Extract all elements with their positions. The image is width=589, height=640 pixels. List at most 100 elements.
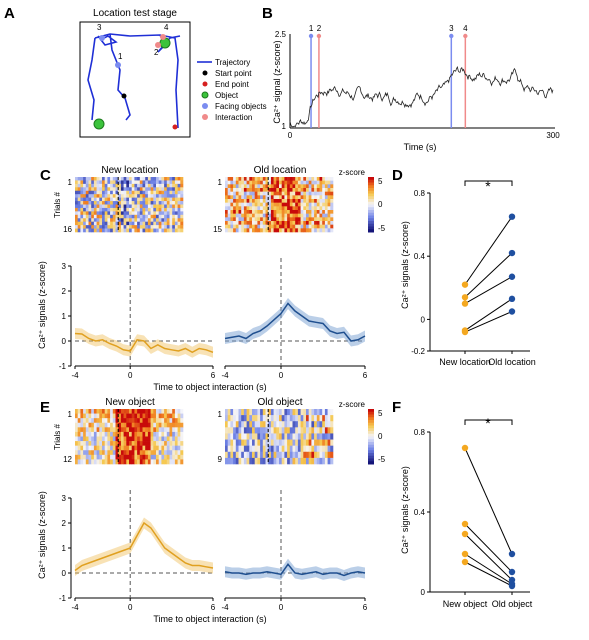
- e-left-cell: [166, 441, 170, 446]
- c-right-cell: [311, 191, 315, 196]
- e-right-cell: [314, 415, 318, 422]
- e-left-cell: [88, 436, 92, 442]
- c-left-cell: [80, 177, 84, 181]
- e-right-cell: [308, 415, 312, 422]
- c-left-cell: [150, 228, 154, 233]
- e-left-cell: [142, 422, 146, 428]
- c-right-cell: [279, 221, 282, 225]
- e-right-cell: [252, 415, 255, 422]
- c-right-cell: [281, 184, 285, 189]
- e-left-cell: [161, 422, 165, 428]
- e-left-cell: [139, 445, 143, 451]
- c-left-cell: [137, 218, 141, 222]
- e-left-cell: [120, 413, 124, 419]
- e-right-cell: [289, 439, 293, 446]
- c-right-cell: [230, 191, 234, 196]
- c-left-cell: [177, 183, 181, 188]
- c-left-cell: [115, 218, 119, 222]
- e-left-cell: [156, 418, 159, 424]
- c-left-cell: [107, 221, 111, 226]
- f-cat-old: Old object: [492, 599, 533, 609]
- c-left-cell: [118, 177, 122, 181]
- e-right-cell: [319, 433, 323, 440]
- c-left-cell: [131, 180, 135, 185]
- e-left-cell: [85, 450, 89, 456]
- c-right-cell: [238, 184, 242, 189]
- c-right-cell: [252, 206, 255, 211]
- c-right-cell: [260, 210, 264, 214]
- c-right-cell: [225, 210, 228, 214]
- c-right-cell: [289, 184, 293, 189]
- c-right-cell: [268, 184, 272, 189]
- c-right-cell: [300, 202, 304, 207]
- e-right-cell: [281, 445, 285, 453]
- c-right-cell: [281, 191, 285, 196]
- c-right-cell: [316, 191, 320, 196]
- e-left-cell: [112, 445, 116, 451]
- c-left-xtick-label: 0: [128, 371, 133, 380]
- c-left-cell: [102, 218, 105, 222]
- c-right-cell: [295, 191, 299, 196]
- e-left-cell: [150, 459, 154, 465]
- c-left-cell: [88, 190, 92, 195]
- e-left-cell: [145, 436, 149, 442]
- c-right-cell: [314, 213, 318, 218]
- e-left-cell: [139, 409, 143, 414]
- c-left-cell: [150, 187, 154, 192]
- e-left-cell: [156, 413, 159, 419]
- c-left-cell: [156, 228, 159, 233]
- e-left-cell: [174, 441, 178, 446]
- e-left-cell: [102, 418, 105, 424]
- c-right-cell: [273, 199, 277, 203]
- c-right-cell: [324, 184, 328, 189]
- c-right-cell: [319, 188, 323, 192]
- c-left-cell: [147, 204, 151, 209]
- c-right-cell: [303, 224, 307, 229]
- c-left-cell: [153, 183, 157, 188]
- e-left-cell: [77, 409, 81, 414]
- c-right-cell: [314, 202, 318, 207]
- e-right-cell: [273, 409, 277, 416]
- e-right-cell: [235, 457, 239, 465]
- c-right-cell: [324, 177, 328, 181]
- c-left-cell: [104, 211, 108, 216]
- c-right-cell: [230, 177, 234, 181]
- c-left-cell: [166, 218, 170, 222]
- e-left-cell: [93, 441, 97, 446]
- c-left-cell: [123, 194, 127, 198]
- c-right-cell: [262, 217, 266, 222]
- c-left-cell: [172, 187, 176, 192]
- e-right-cell: [225, 415, 228, 422]
- e-left-cell: [161, 436, 165, 442]
- e-right-xtick-label: -4: [221, 603, 229, 612]
- c-right-cell: [292, 224, 296, 229]
- e-right-cell: [233, 439, 237, 446]
- e-right-cell: [252, 439, 255, 446]
- e-right-cell: [306, 421, 309, 428]
- c-right-cell: [254, 202, 258, 207]
- c-left-cell: [120, 183, 124, 188]
- c-right-cell: [327, 221, 331, 225]
- e-left-cell: [126, 427, 130, 433]
- c-right-cell: [246, 217, 250, 222]
- c-right-cell: [230, 221, 234, 225]
- e-right-cell: [257, 409, 261, 416]
- e-left-cell: [112, 418, 116, 424]
- c-right-cell: [324, 199, 328, 203]
- c-right-cell: [227, 217, 231, 222]
- e-right-cell: [270, 421, 274, 428]
- e-left-cell: [112, 413, 116, 419]
- c-right-cell: [276, 177, 280, 181]
- c-colorbar-label: z-score: [339, 168, 366, 177]
- c-right-cell: [276, 180, 280, 185]
- c-right-cell: [257, 195, 261, 200]
- c-left-cell: [166, 180, 170, 185]
- c-right-cell: [233, 177, 237, 181]
- e-left-cell: [102, 431, 105, 437]
- e-right-cell: [227, 445, 231, 453]
- e-left-cell: [115, 450, 119, 456]
- c-left-cell: [83, 204, 87, 209]
- c-right-cell: [319, 184, 323, 189]
- c-left-cell: [107, 207, 111, 212]
- c-left-cell: [169, 187, 173, 192]
